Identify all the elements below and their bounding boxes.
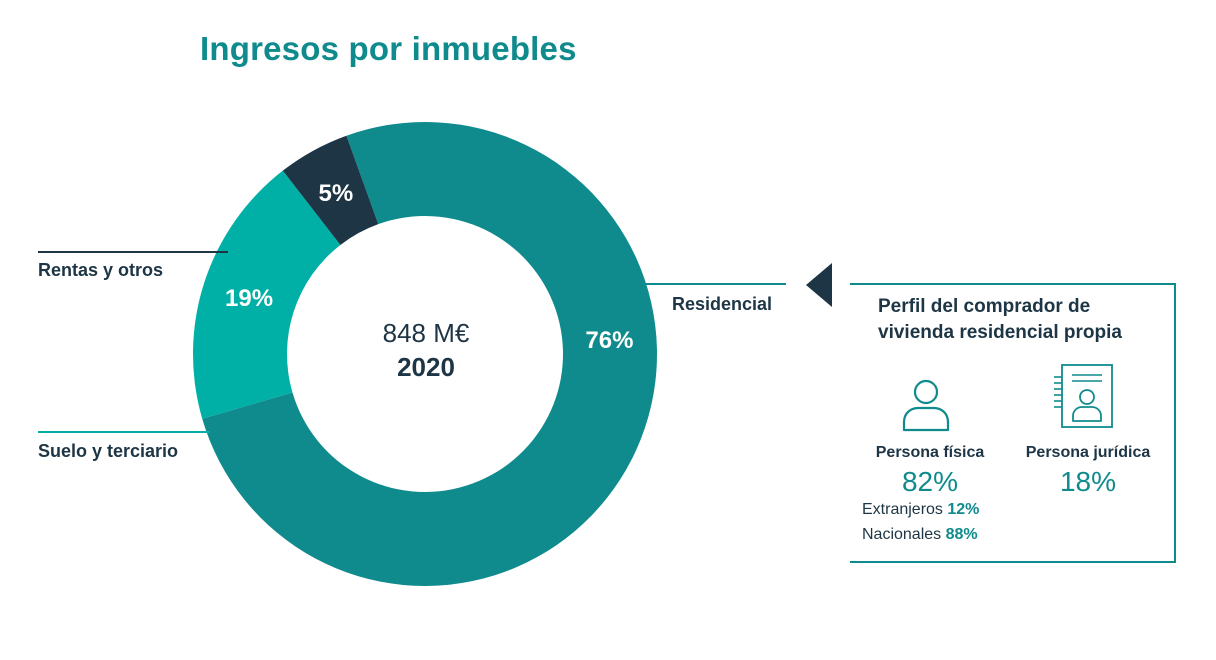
donut-slice-rentas <box>282 135 379 245</box>
person-icon <box>902 379 950 432</box>
persona-juridica-value: 18% <box>1059 466 1117 497</box>
category-label-suelo: Suelo y terciario <box>38 441 179 461</box>
data-label-suelo: 19% <box>225 285 273 312</box>
persona-fisica-label: Persona física <box>875 444 985 461</box>
data-label-residencial: 76% <box>585 327 633 354</box>
donut-slice-suelo <box>193 170 341 419</box>
pointer-arrow-icon <box>806 263 832 307</box>
nacionales-value: 88% <box>945 526 978 543</box>
leader-line-residencial <box>640 283 786 285</box>
nacionales-label: Nacionales <box>862 526 942 543</box>
category-label-rentas: Rentas y otros <box>38 260 164 280</box>
extranjeros-line: Extranjeros 12% <box>862 501 979 519</box>
persona-fisica-value: 82% <box>901 466 959 497</box>
persona-juridica-label: Persona jurídica <box>1025 444 1151 461</box>
donut-year: 2020 <box>397 352 455 382</box>
leader-line-suelo <box>38 431 210 433</box>
category-label-residencial: Residencial <box>672 294 773 314</box>
chart-title: Ingresos por inmuebles <box>200 30 577 67</box>
buyer-profile-title: Perfil del comprador de vivienda residen… <box>878 294 1168 346</box>
extranjeros-label: Extranjeros <box>862 501 943 518</box>
buyer-profile-box <box>850 283 1176 563</box>
donut-total-value: 848 M€ <box>382 318 470 348</box>
leader-line-rentas <box>38 251 228 253</box>
extranjeros-value: 12% <box>947 501 980 518</box>
donut-slice-residencial <box>202 122 658 587</box>
buyer-profile-title-line1: Perfil del comprador de <box>878 296 1091 317</box>
data-label-rentas: 5% <box>319 180 354 207</box>
document-person-icon <box>1054 364 1113 428</box>
nacionales-line: Nacionales 88% <box>862 526 978 544</box>
buyer-profile-title-line2: vivienda residencial propia <box>878 322 1122 343</box>
